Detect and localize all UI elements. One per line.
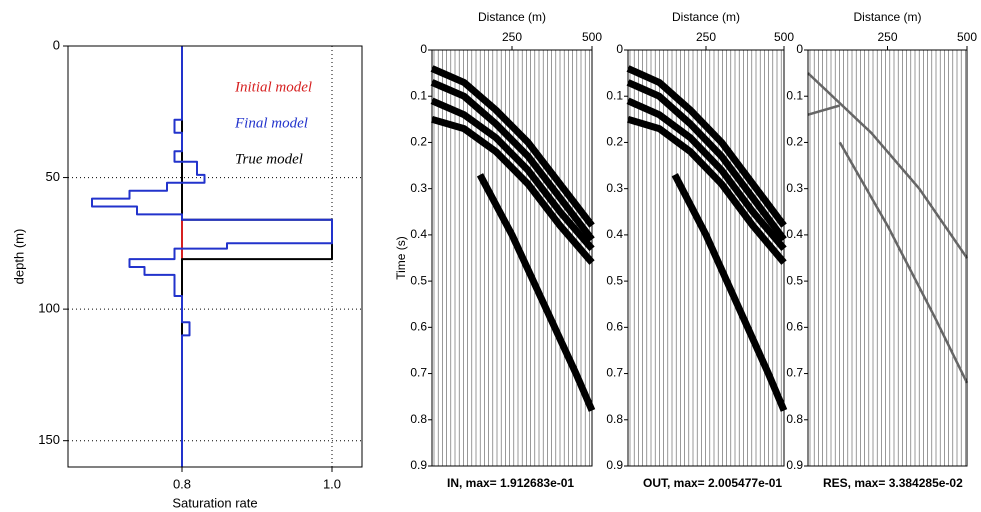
x-tick-label: 1.0 xyxy=(323,476,341,491)
event xyxy=(807,72,969,259)
y-tick-label: 0.8 xyxy=(786,412,803,426)
y-tick-label: 0.5 xyxy=(786,273,803,287)
y-tick-label: 0.3 xyxy=(606,181,623,195)
event xyxy=(626,79,787,242)
y-tick-label: 150 xyxy=(38,432,60,447)
x-tick-label: 500 xyxy=(957,30,977,44)
y-tick-label: 0.6 xyxy=(786,320,803,334)
event xyxy=(476,173,596,412)
caption: IN, max= 1.912683e-01 xyxy=(447,476,574,490)
y-tick-label: 0.1 xyxy=(410,88,427,102)
y-tick-label: 100 xyxy=(38,301,60,316)
x-axis-label: Distance (m) xyxy=(672,10,740,24)
profile-line xyxy=(91,46,333,467)
legend-entry: Final model xyxy=(234,115,308,131)
y-tick-label: 0 xyxy=(796,42,803,56)
event xyxy=(807,104,841,116)
x-tick-label: 250 xyxy=(877,30,897,44)
y-tick-label: 0 xyxy=(616,42,623,56)
y-tick-label: 50 xyxy=(46,169,60,184)
plot-frame xyxy=(431,49,593,467)
legend-entry: Initial model xyxy=(234,79,312,95)
y-tick-label: 0.9 xyxy=(410,458,427,472)
y-tick-label: 0.4 xyxy=(786,227,803,241)
y-tick-label: 0.6 xyxy=(606,320,623,334)
x-tick-label: 500 xyxy=(582,30,602,44)
y-tick-label: 0.2 xyxy=(786,135,803,149)
profile-line xyxy=(181,46,333,467)
x-tick-label: 0.8 xyxy=(173,476,191,491)
x-tick-label: 250 xyxy=(502,30,522,44)
plot-frame xyxy=(627,49,785,467)
y-tick-label: 0.1 xyxy=(606,88,623,102)
y-tick-label: 0.2 xyxy=(410,135,427,149)
y-tick-label: 0.2 xyxy=(606,135,623,149)
x-axis-label: Saturation rate xyxy=(172,495,257,510)
y-tick-label: 0.3 xyxy=(786,181,803,195)
event xyxy=(626,97,787,252)
y-tick-label: 0.7 xyxy=(410,366,427,380)
plot-frame xyxy=(807,49,968,467)
y-tick-label: 0.9 xyxy=(606,458,623,472)
event xyxy=(627,115,787,265)
x-axis-label: Distance (m) xyxy=(478,10,546,24)
x-tick-label: 250 xyxy=(696,30,716,44)
event xyxy=(431,115,595,265)
y-tick-label: 0.1 xyxy=(786,88,803,102)
y-axis-label: depth (m) xyxy=(11,229,26,285)
event xyxy=(430,79,595,242)
caption: OUT, max= 2.005477e-01 xyxy=(643,476,782,490)
y-tick-label: 0.4 xyxy=(606,227,623,241)
y-axis-label: Time (s) xyxy=(394,236,408,280)
y-tick-label: 0.4 xyxy=(410,227,427,241)
x-tick-label: 500 xyxy=(774,30,794,44)
event xyxy=(626,65,787,228)
y-tick-label: 0.5 xyxy=(606,273,623,287)
y-tick-label: 0 xyxy=(420,42,427,56)
y-tick-label: 0.5 xyxy=(410,273,427,287)
y-tick-label: 0 xyxy=(53,37,60,52)
y-tick-label: 0.8 xyxy=(606,412,623,426)
y-tick-label: 0.7 xyxy=(606,366,623,380)
y-tick-label: 0.3 xyxy=(410,181,427,195)
y-tick-label: 0.6 xyxy=(410,320,427,334)
event xyxy=(430,97,595,252)
legend-entry: True model xyxy=(235,151,303,167)
event xyxy=(838,141,969,384)
plot-frame xyxy=(67,45,363,468)
caption: RES, max= 3.384285e-02 xyxy=(823,476,963,490)
y-tick-label: 0.9 xyxy=(786,458,803,472)
event xyxy=(671,173,788,412)
y-tick-label: 0.8 xyxy=(410,412,427,426)
y-tick-label: 0.7 xyxy=(786,366,803,380)
x-axis-label: Distance (m) xyxy=(853,10,921,24)
event xyxy=(430,65,595,228)
